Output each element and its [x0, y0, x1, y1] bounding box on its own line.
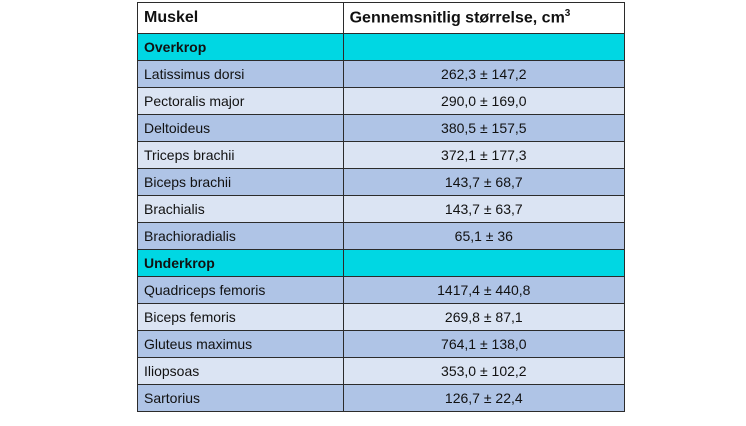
table-row: Pectoralis major 290,0 ± 169,0	[137, 87, 626, 115]
muscle-value: 290,0 ± 169,0	[342, 87, 626, 115]
muscle-value: 764,1 ± 138,0	[342, 330, 626, 358]
muscle-value: 143,7 ± 63,7	[342, 195, 626, 223]
table-row: Deltoideus 380,5 ± 157,5	[137, 114, 626, 142]
header-average-size: Gennemsnitlig størrelse, cm3	[342, 2, 626, 34]
header-average-size-label: Gennemsnitlig størrelse, cm	[349, 9, 565, 27]
section-row-overkrop: Overkrop	[137, 33, 626, 61]
muscle-name: Biceps brachii	[137, 168, 344, 196]
table-row: Sartorius 126,7 ± 22,4	[137, 384, 626, 412]
muscle-name: Latissimus dorsi	[137, 60, 344, 88]
muscle-name: Deltoideus	[137, 114, 344, 142]
muscle-name: Quadriceps femoris	[137, 276, 344, 304]
table-row: Gluteus maximus 764,1 ± 138,0	[137, 330, 626, 358]
muscle-name: Biceps femoris	[137, 303, 344, 331]
table-row: Triceps brachii 372,1 ± 177,3	[137, 141, 626, 169]
muscle-value: 262,3 ± 147,2	[342, 60, 626, 88]
table-row: Iliopsoas 353,0 ± 102,2	[137, 357, 626, 385]
muscle-size-table: Muskel Gennemsnitlig størrelse, cm3 Over…	[137, 2, 626, 412]
muscle-name: Iliopsoas	[137, 357, 344, 385]
muscle-name: Sartorius	[137, 384, 344, 412]
section-empty-cell	[342, 33, 626, 61]
table-row: Biceps brachii 143,7 ± 68,7	[137, 168, 626, 196]
table-row: Quadriceps femoris 1417,4 ± 440,8	[137, 276, 626, 304]
muscle-value: 269,8 ± 87,1	[342, 303, 626, 331]
muscle-name: Brachioradialis	[137, 222, 344, 250]
table-row: Latissimus dorsi 262,3 ± 147,2	[137, 60, 626, 88]
muscle-name: Pectoralis major	[137, 87, 344, 115]
muscle-size-table-container: Muskel Gennemsnitlig størrelse, cm3 Over…	[137, 2, 626, 412]
muscle-value: 143,7 ± 68,7	[342, 168, 626, 196]
muscle-value: 353,0 ± 102,2	[342, 357, 626, 385]
muscle-value: 126,7 ± 22,4	[342, 384, 626, 412]
table-row: Brachialis 143,7 ± 63,7	[137, 195, 626, 223]
muscle-value: 65,1 ± 36	[342, 222, 626, 250]
muscle-name: Triceps brachii	[137, 141, 344, 169]
table-header-row: Muskel Gennemsnitlig størrelse, cm3	[137, 2, 626, 34]
muscle-value: 380,5 ± 157,5	[342, 114, 626, 142]
section-empty-cell	[342, 249, 626, 277]
muscle-value: 1417,4 ± 440,8	[342, 276, 626, 304]
muscle-value: 372,1 ± 177,3	[342, 141, 626, 169]
header-muscle: Muskel	[137, 2, 344, 34]
section-title: Overkrop	[137, 33, 344, 61]
muscle-name: Gluteus maximus	[137, 330, 344, 358]
table-row: Brachioradialis 65,1 ± 36	[137, 222, 626, 250]
header-unit-superscript: 3	[564, 8, 571, 20]
section-title: Underkrop	[137, 249, 344, 277]
table-row: Biceps femoris 269,8 ± 87,1	[137, 303, 626, 331]
section-row-underkrop: Underkrop	[137, 249, 626, 277]
muscle-name: Brachialis	[137, 195, 344, 223]
